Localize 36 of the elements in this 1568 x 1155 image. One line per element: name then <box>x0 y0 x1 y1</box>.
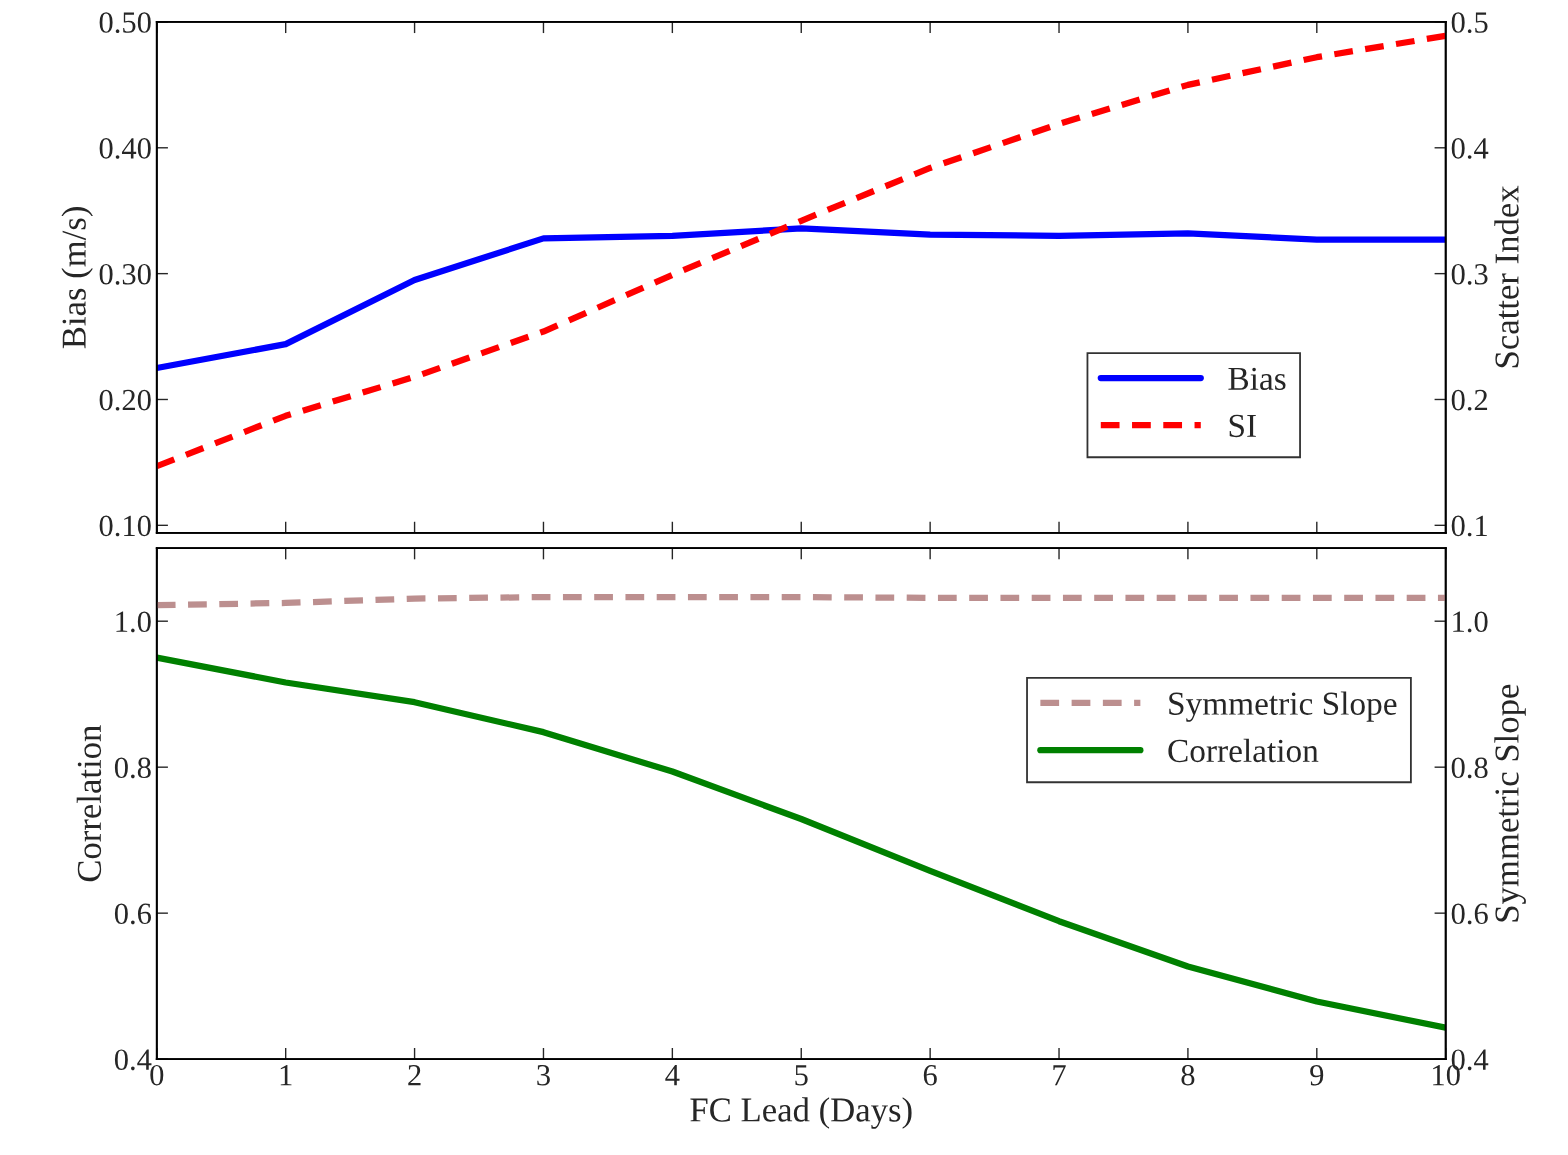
y-axis-title: Correlation <box>76 725 102 882</box>
y2-tick-label: 0.4 <box>1451 138 1489 159</box>
x-tick-label: 6 <box>923 1064 937 1086</box>
y2-tick-label: 1.0 <box>1453 611 1488 633</box>
x-tick-label: 3 <box>537 1064 550 1086</box>
y-tick-label: 0.4 <box>114 1049 152 1071</box>
x-tick-label: 1 <box>280 1065 292 1086</box>
y2-tick-label: 0.6 <box>1451 903 1488 925</box>
x-tick-label: 0 <box>150 1064 164 1086</box>
x-tick-label: 7 <box>1053 1065 1066 1086</box>
x-tick-label: 9 <box>1310 1064 1324 1086</box>
y-tick-label: 1.0 <box>116 611 151 633</box>
y-axis-title: Bias (m/s) <box>61 207 93 349</box>
y-tick-label: 0.50 <box>99 12 151 33</box>
y-tick-label: 0.30 <box>99 263 151 285</box>
y2-tick-label: 0.3 <box>1451 263 1488 285</box>
y2-tick-label: 0.8 <box>1451 757 1488 779</box>
y2-tick-label: 0.1 <box>1451 515 1487 537</box>
x-axis-title: FC Lead (Days) <box>690 1097 912 1129</box>
y2-axis-title: Symmetric Slope <box>1494 684 1526 922</box>
y-tick-label: 0.20 <box>99 389 151 411</box>
x-tick-label: 5 <box>795 1065 808 1086</box>
legend-label: Correlation <box>1168 738 1319 763</box>
legend-label: Symmetric Slope <box>1169 691 1397 722</box>
y-tick-label: 0.8 <box>114 757 151 779</box>
x-tick-label: 8 <box>1181 1064 1195 1086</box>
x-tick-label: 4 <box>665 1065 680 1086</box>
y-tick-label: 0.10 <box>99 515 151 537</box>
legend-label: Bias <box>1228 367 1286 391</box>
y2-tick-label: 0.5 <box>1451 12 1488 33</box>
x-tick-label: 2 <box>408 1064 421 1086</box>
y-tick-label: 0.6 <box>114 903 152 925</box>
y2-axis-title: Scatter Index <box>1494 185 1519 368</box>
y2-tick-label: 0.2 <box>1451 389 1488 411</box>
y-tick-label: 0.40 <box>99 138 151 159</box>
legend-label: SI <box>1229 414 1256 438</box>
